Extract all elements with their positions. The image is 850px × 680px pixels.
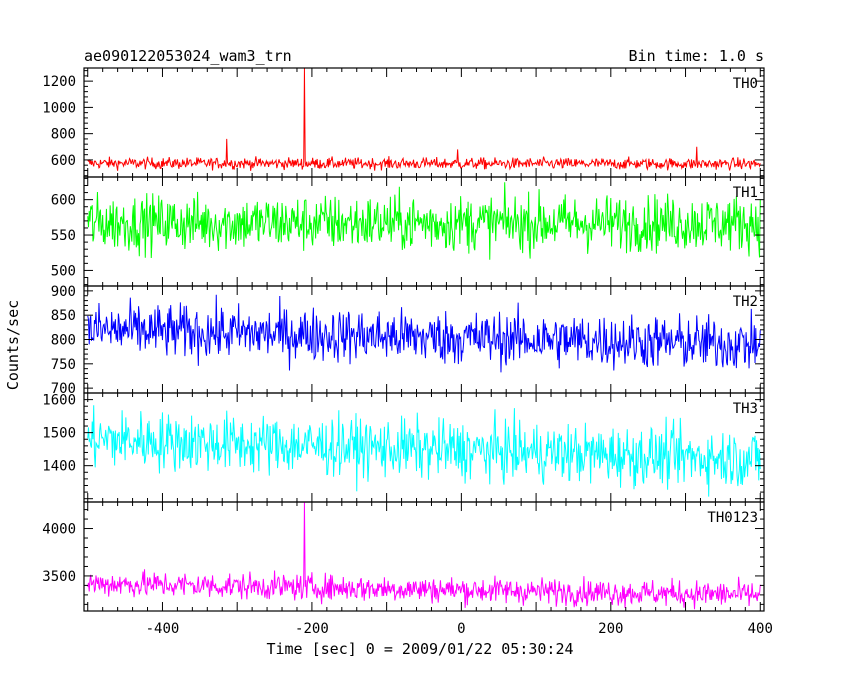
y-tick-label: 900 [51,284,76,300]
y-tick-label: 600 [51,153,76,169]
panel-label-th3: TH3 [733,401,758,417]
y-tick-label: 1500 [42,426,76,442]
panel-label-th1: TH1 [733,185,758,201]
x-tick-label: -400 [146,621,180,637]
y-tick-label: 750 [51,357,76,373]
y-tick-label: 1400 [42,459,76,475]
series-trace-th0 [87,68,761,171]
x-tick-label: 200 [598,621,623,637]
x-axis-label: Time [sec] 0 = 2009/01/22 05:30:24 [266,640,573,658]
panel-label-th0: TH0 [733,76,758,92]
chart-title: ae090122053024_wam3_trn [84,47,292,65]
series-trace-th3 [87,405,761,497]
panels-group: 600 800 1000 1200 TH0 500 550 600 TH1 700 750 800 85… [42,67,773,637]
panel-label-th2: TH2 [733,294,758,310]
series-trace-th2 [87,294,761,373]
series-trace-th0123 [87,502,761,610]
y-axis-label: Counts/sec [4,300,22,390]
y-tick-label: 500 [51,263,76,279]
y-tick-label: 3500 [42,569,76,585]
y-tick-label: 1600 [42,393,76,409]
bin-time-label: Bin time: 1.0 s [629,47,764,65]
y-tick-label: 850 [51,308,76,324]
y-tick-label: 700 [51,381,76,397]
y-tick-label: 4000 [42,522,76,538]
panel-label-th0123: TH0123 [707,510,758,526]
y-tick-label: 800 [51,333,76,349]
y-tick-label: 1000 [42,100,76,116]
x-tick-label: 0 [457,621,465,637]
x-tick-label: 400 [748,621,773,637]
series-trace-th1 [87,182,761,260]
y-tick-label: 600 [51,193,76,209]
x-tick-label: -200 [295,621,329,637]
y-tick-label: 1200 [42,74,76,90]
y-tick-label: 550 [51,228,76,244]
y-tick-label: 800 [51,127,76,143]
